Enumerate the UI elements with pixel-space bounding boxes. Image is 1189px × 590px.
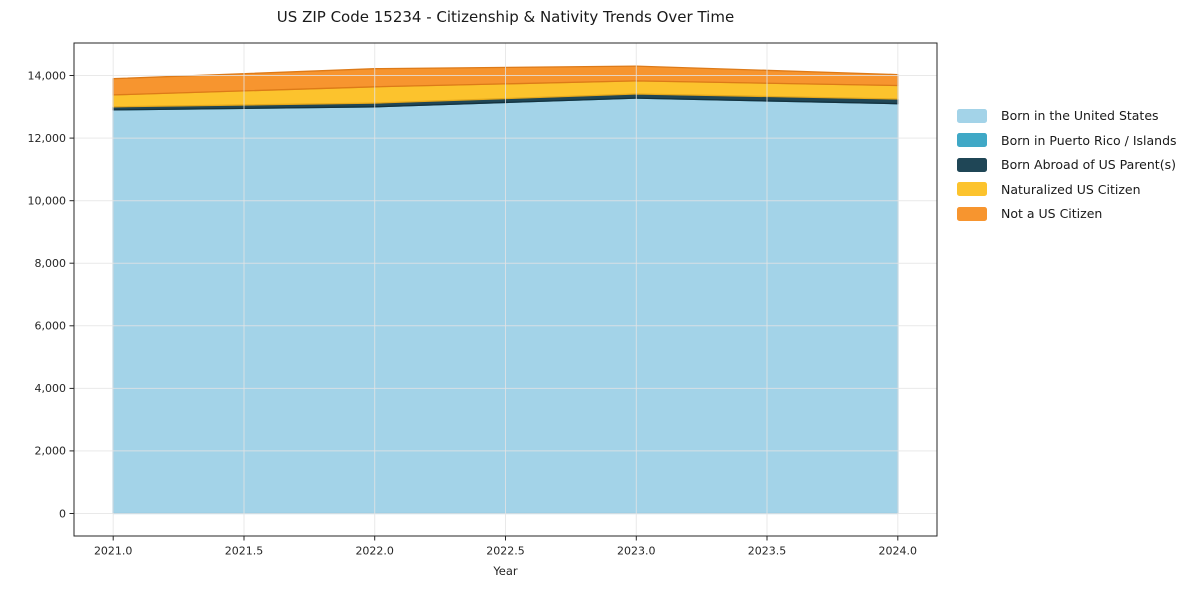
legend-swatch [957,182,987,196]
legend-item-not-a-us-citizen: Not a US Citizen [957,206,1177,221]
legend-swatch [957,133,987,147]
legend-item-born-in-puerto-rico-islands: Born in Puerto Rico / Islands [957,133,1177,148]
y-tick-label: 12,000 [28,132,67,145]
y-tick-label: 2,000 [35,445,67,458]
x-tick-label: 2022.0 [355,545,394,558]
legend-swatch [957,108,987,123]
x-tick-label: 2023.5 [748,545,787,558]
x-tick-label: 2023.0 [617,545,656,558]
x-tick-label: 2021.5 [225,545,264,558]
x-tick-label: 2022.5 [486,545,525,558]
legend-swatch [957,206,987,221]
legend-label: Born in the United States [1001,108,1159,123]
legend-label: Born Abroad of US Parent(s) [1001,157,1176,172]
y-tick-label: 10,000 [28,195,67,208]
y-tick-label: 14,000 [28,69,67,82]
legend-item-naturalized-us-citizen: Naturalized US Citizen [957,182,1177,197]
legend-swatch [957,157,987,172]
legend: Born in the United States Born in Puerto… [957,108,1177,231]
legend-label: Born in Puerto Rico / Islands [1001,132,1177,148]
legend-label: Not a US Citizen [1001,206,1103,221]
x-axis-label: Year [493,564,518,578]
x-tick-label: 2021.0 [94,545,133,558]
x-tick-label: 2024.0 [879,545,918,558]
y-tick-label: 0 [59,507,66,520]
legend-item-born-abroad-of-us-parents: Born Abroad of US Parent(s) [957,157,1177,172]
legend-label: Naturalized US Citizen [1001,181,1141,197]
chart-title: US ZIP Code 15234 - Citizenship & Nativi… [276,8,735,26]
legend-item-born-in-the-united-states: Born in the United States [957,108,1177,123]
y-tick-label: 4,000 [35,382,67,395]
y-tick-label: 6,000 [35,320,67,333]
y-tick-label: 8,000 [35,257,67,270]
